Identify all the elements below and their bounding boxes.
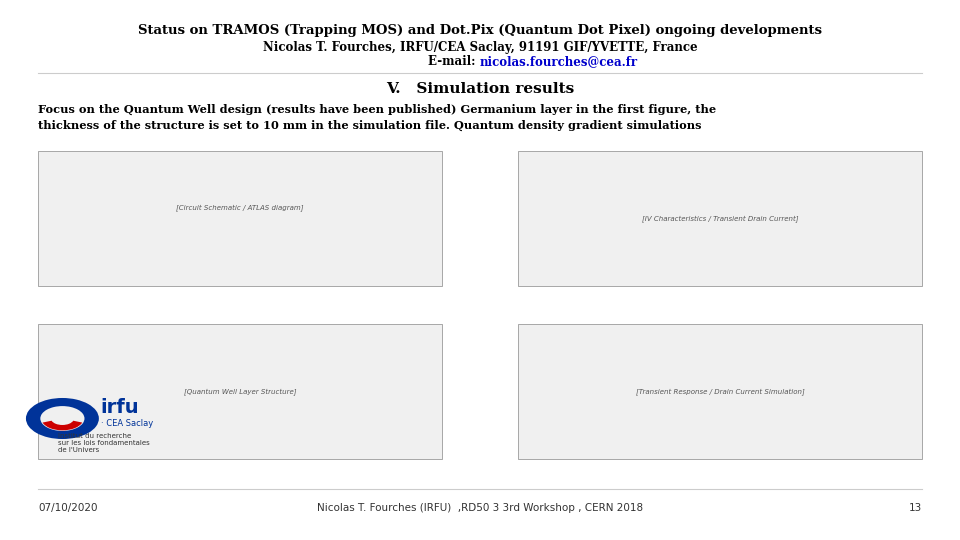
Text: Nicolas T. Fourches, IRFU/CEA Saclay, 91191 GIF/YVETTE, France: Nicolas T. Fourches, IRFU/CEA Saclay, 91…: [263, 40, 697, 53]
Text: 13: 13: [908, 503, 922, 514]
Text: Institut du recherche: Institut du recherche: [58, 433, 131, 439]
Text: E-mail:: E-mail:: [428, 55, 480, 68]
Text: V.   Simulation results: V. Simulation results: [386, 82, 574, 96]
FancyBboxPatch shape: [518, 151, 922, 286]
Text: Status on TRAMOS (Trapping MOS) and Dot.Pix (Quantum Dot Pixel) ongoing developm: Status on TRAMOS (Trapping MOS) and Dot.…: [138, 24, 822, 37]
Text: Nicolas T. Fourches (IRFU)  ,RD50 3 3rd Workshop , CERN 2018: Nicolas T. Fourches (IRFU) ,RD50 3 3rd W…: [317, 503, 643, 514]
FancyBboxPatch shape: [38, 151, 442, 286]
Text: irfu: irfu: [101, 398, 139, 417]
Wedge shape: [26, 398, 99, 439]
Text: Focus on the Quantum Well design (results have been published) Germanium layer i: Focus on the Quantum Well design (result…: [38, 104, 716, 131]
FancyBboxPatch shape: [518, 324, 922, 459]
FancyBboxPatch shape: [38, 324, 442, 459]
Text: [Transient Response / Drain Current Simulation]: [Transient Response / Drain Current Simu…: [636, 388, 804, 395]
Text: de l'Univers: de l'Univers: [58, 447, 99, 453]
Text: nicolas.fourches@cea.fr: nicolas.fourches@cea.fr: [480, 55, 638, 68]
Wedge shape: [42, 421, 83, 430]
Text: [Circuit Schematic / ATLAS diagram]: [Circuit Schematic / ATLAS diagram]: [177, 205, 303, 211]
Text: [IV Characteristics / Transient Drain Current]: [IV Characteristics / Transient Drain Cu…: [641, 215, 799, 222]
Text: [Quantum Well Layer Structure]: [Quantum Well Layer Structure]: [183, 388, 297, 395]
Text: 07/10/2020: 07/10/2020: [38, 503, 98, 514]
Text: sur les lois fondamentales: sur les lois fondamentales: [58, 440, 150, 446]
Text: · CEA Saclay: · CEA Saclay: [101, 420, 153, 428]
